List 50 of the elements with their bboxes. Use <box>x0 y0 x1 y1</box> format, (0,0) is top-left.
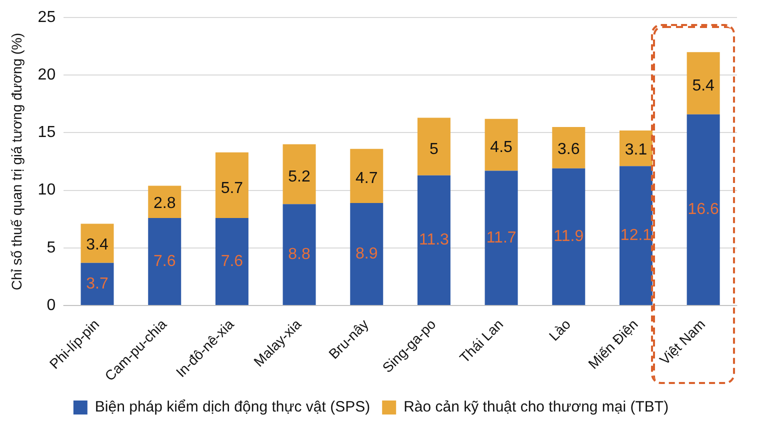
data-label: 3.7 <box>86 275 108 292</box>
data-label: 4.5 <box>490 138 513 156</box>
data-label: 3.1 <box>624 141 648 158</box>
bar <box>484 170 518 305</box>
data-label: 11.9 <box>554 228 584 246</box>
data-label: 3.4 <box>86 236 108 254</box>
data-label: 5.7 <box>220 180 244 197</box>
y-tick-label: 25 <box>38 9 56 26</box>
y-tick-label: 15 <box>38 124 56 142</box>
data-label: 5.2 <box>288 168 311 186</box>
bar <box>686 52 720 114</box>
data-label: 8.9 <box>356 245 378 262</box>
bar <box>148 218 182 305</box>
bar <box>282 144 316 204</box>
bar <box>484 118 518 171</box>
bar <box>552 126 586 168</box>
y-tick-label: 5 <box>46 239 56 256</box>
data-label: 5.4 <box>692 78 715 95</box>
data-label: 7.6 <box>153 252 176 270</box>
bar <box>417 175 450 305</box>
bar <box>215 218 248 305</box>
bar <box>215 152 248 218</box>
data-label: 2.8 <box>153 194 176 212</box>
bar <box>686 114 720 305</box>
data-label: 5 <box>430 140 439 158</box>
bar <box>148 186 182 218</box>
y-tick-label: 0 <box>46 296 56 314</box>
data-label: 8.8 <box>288 246 311 263</box>
data-label: 11.7 <box>486 229 516 246</box>
bar <box>350 202 384 305</box>
x-tick-label: Thái Lan <box>456 316 506 366</box>
bar <box>619 166 652 305</box>
data-label: 12.1 <box>620 226 652 244</box>
data-label: 4.7 <box>356 170 378 188</box>
legend-label: Biện pháp kiểm dịch động thực vật (SPS) <box>94 398 370 416</box>
data-label: 11.3 <box>418 232 450 249</box>
bar <box>282 204 316 305</box>
data-label: 16.6 <box>688 201 719 218</box>
bar <box>417 118 450 176</box>
bar <box>350 148 384 203</box>
data-label: 7.6 <box>220 252 244 270</box>
bar <box>80 262 114 305</box>
bar <box>552 168 586 305</box>
data-label: 3.6 <box>558 141 580 158</box>
y-tick-label: 10 <box>38 182 56 199</box>
x-tick-label: Lào <box>546 316 574 344</box>
legend-label: Rào cản kỹ thuật cho thương mại (TBT) <box>404 398 669 416</box>
y-axis-title: Chỉ số thuế quan trị giá tương đương (%) <box>8 32 24 290</box>
y-tick-label: 20 <box>38 66 56 84</box>
bar <box>80 224 114 263</box>
